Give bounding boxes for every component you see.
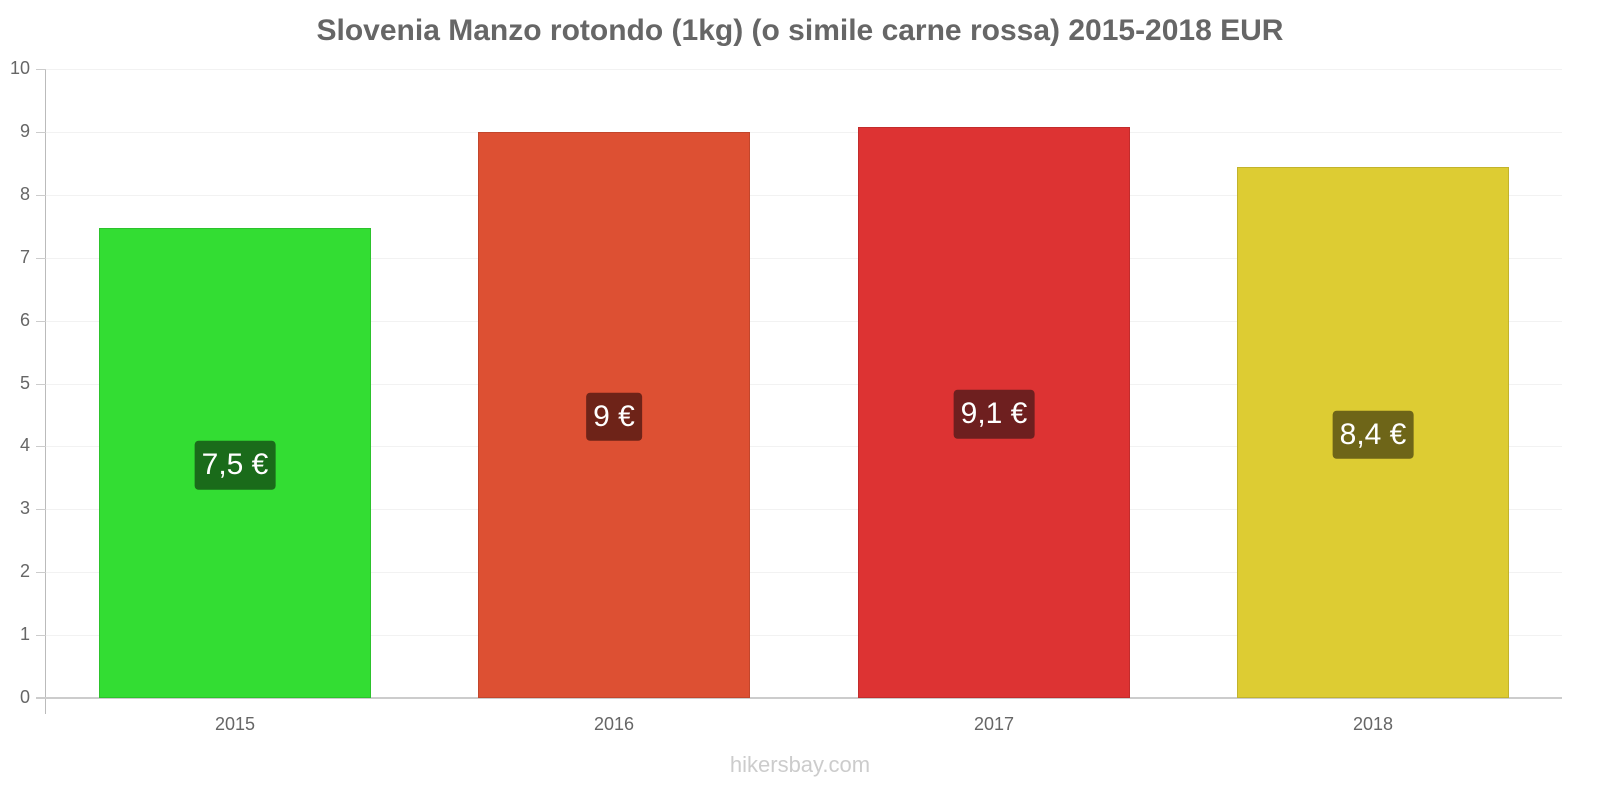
gridline [46, 572, 1562, 573]
y-tick-mark [36, 258, 46, 259]
gridline [46, 446, 1562, 447]
gridline [46, 509, 1562, 510]
x-tick-label: 2018 [1352, 714, 1394, 734]
bar-value-label: 9,1 € [953, 390, 1035, 439]
bar-value-label: 7,5 € [194, 440, 276, 490]
gridline [46, 321, 1562, 322]
bar-2015[interactable] [99, 228, 371, 698]
y-tick-label: 7 [19, 247, 30, 267]
y-tick-label: 9 [19, 121, 30, 141]
y-tick-label: 3 [19, 498, 30, 518]
y-tick-label: 8 [19, 184, 30, 204]
bar-value-label: 9 € [586, 392, 642, 442]
gridline [46, 195, 1562, 196]
y-tick-label: 6 [19, 310, 30, 330]
y-axis-line [45, 69, 46, 714]
y-tick-mark [36, 698, 46, 699]
gridline [46, 132, 1562, 133]
chart-title: Slovenia Manzo rotondo (1kg) (o simile c… [316, 14, 1284, 47]
x-tick-label: 2016 [593, 714, 635, 734]
y-tick-label: 0 [19, 687, 30, 707]
bar-value-label: 8,4 € [1332, 410, 1414, 459]
y-tick-mark [36, 446, 46, 447]
x-axis-line [36, 697, 1562, 699]
y-tick-mark [36, 384, 46, 385]
y-tick-label: 2 [19, 561, 30, 581]
y-tick-mark [36, 572, 46, 573]
y-tick-label: 10 [9, 58, 30, 78]
gridline [46, 258, 1562, 259]
y-tick-label: 5 [19, 373, 30, 393]
y-tick-mark [36, 321, 46, 322]
y-tick-mark [36, 195, 46, 196]
gridline [46, 384, 1562, 385]
y-tick-label: 1 [19, 624, 30, 644]
x-tick-label: 2017 [973, 714, 1015, 734]
gridline [46, 69, 1562, 70]
watermark: hikersbay.com [729, 752, 871, 777]
gridline [46, 635, 1562, 636]
y-tick-label: 4 [19, 435, 30, 455]
y-tick-mark [36, 509, 46, 510]
y-tick-mark [36, 132, 46, 133]
y-tick-mark [36, 69, 46, 70]
y-tick-mark [36, 635, 46, 636]
x-tick-label: 2015 [214, 714, 256, 734]
